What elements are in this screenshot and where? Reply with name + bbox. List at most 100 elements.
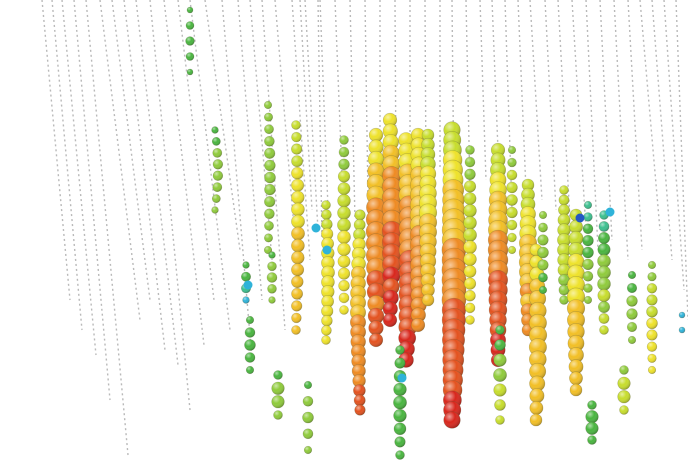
hit-sphere-shading bbox=[493, 353, 507, 367]
hit-sphere-shading bbox=[647, 354, 657, 363]
hit-sphere-shading bbox=[291, 288, 303, 300]
hit-sphere-shading bbox=[321, 200, 331, 210]
hit-sphere-shading bbox=[617, 390, 631, 404]
hit-sphere-shading bbox=[585, 422, 599, 435]
hit-sphere-shading bbox=[264, 160, 276, 171]
hit-sphere-shading bbox=[304, 446, 312, 454]
detector-string bbox=[639, 0, 661, 231]
hit-sphere-shading bbox=[522, 179, 534, 191]
hit-sphere-shading bbox=[421, 273, 435, 288]
detector-string bbox=[85, 0, 129, 456]
hit-sphere-shading bbox=[559, 185, 569, 195]
detector-string bbox=[349, 0, 356, 221]
hit-sphere-shading bbox=[339, 135, 349, 145]
hit-sphere-shading bbox=[529, 302, 547, 320]
hit-sphere-shading bbox=[321, 209, 332, 220]
hit-sphere-shading bbox=[493, 383, 507, 397]
detector-string bbox=[544, 0, 557, 211]
hit-sphere-shading bbox=[354, 394, 366, 406]
hit-sphere-shading bbox=[393, 395, 407, 410]
hit-sphere-shading bbox=[538, 272, 548, 283]
hit-sphere-shading bbox=[529, 314, 547, 332]
hit-sphere-shading bbox=[354, 404, 366, 416]
hit-sphere-shading bbox=[584, 201, 592, 209]
hit-sphere-shading bbox=[463, 192, 477, 205]
hit-sphere-shading bbox=[537, 234, 549, 246]
hit-sphere-shading bbox=[529, 363, 546, 380]
hit-sphere-shading bbox=[557, 253, 571, 267]
detector-string bbox=[479, 0, 487, 181]
hit-sphere-shading bbox=[354, 219, 366, 231]
hit-sphere-shading bbox=[291, 155, 303, 167]
hit-sphere-shading bbox=[264, 246, 272, 254]
hit-sphere-shading bbox=[537, 259, 549, 271]
hit-sphere-shading bbox=[264, 124, 274, 134]
hit-sphere-shading bbox=[619, 405, 629, 415]
detector-string bbox=[291, 0, 311, 261]
detector-string bbox=[599, 0, 613, 241]
hit-sphere-shading bbox=[291, 179, 304, 192]
hit-sphere-shading bbox=[304, 381, 312, 389]
hit-sphere-shading bbox=[598, 301, 610, 313]
hit-sphere-shading bbox=[352, 237, 366, 251]
hit-sphere-shading bbox=[291, 325, 301, 335]
hit-sphere-shading bbox=[264, 233, 273, 243]
hit-sphere-shading bbox=[495, 325, 505, 335]
hit-sphere-shading bbox=[567, 323, 585, 341]
hit-sphere-shading bbox=[212, 148, 222, 158]
detector-string bbox=[149, 0, 191, 411]
hit-sphere-shading bbox=[582, 247, 594, 258]
hit-sphere-shading bbox=[491, 143, 505, 157]
hit-sphere-shading bbox=[291, 167, 304, 180]
hit-sphere-shading bbox=[507, 220, 517, 230]
hit-sphere-shading bbox=[187, 7, 193, 13]
hit-sphere-shading bbox=[368, 139, 384, 155]
hit-sphere-shading bbox=[213, 170, 223, 181]
hit-sphere-shading bbox=[212, 194, 221, 203]
hit-sphere-shading bbox=[506, 182, 518, 193]
hit-sphere-shading bbox=[568, 359, 584, 374]
hit-sphere-shading bbox=[567, 311, 585, 329]
hit-sphere-shading bbox=[648, 366, 656, 374]
hit-sphere-shading bbox=[538, 222, 548, 233]
hit-sphere-shading bbox=[352, 247, 366, 261]
hit-sphere-shading bbox=[339, 147, 349, 158]
detector-string bbox=[364, 0, 369, 201]
hit-sphere-shading bbox=[291, 263, 304, 276]
hit-sphere bbox=[397, 373, 407, 383]
hit-sphere-shading bbox=[626, 308, 638, 320]
hit-sphere-shading bbox=[465, 302, 475, 313]
hit-sphere-shading bbox=[646, 294, 658, 306]
hit-sphere-shading bbox=[529, 350, 547, 368]
detector-string bbox=[465, 0, 471, 191]
hit-sphere-shading bbox=[557, 223, 571, 237]
hit-sphere-shading bbox=[507, 233, 517, 242]
detector-string bbox=[585, 0, 599, 251]
detector-string bbox=[61, 0, 97, 356]
detector-string bbox=[663, 0, 685, 291]
hit-sphere-shading bbox=[506, 207, 518, 218]
detector-string bbox=[73, 0, 111, 401]
hit-sphere-shading bbox=[321, 295, 334, 308]
hit-sphere-shading bbox=[291, 120, 301, 130]
hit-sphere-shading bbox=[291, 300, 303, 312]
hit-sphere-shading bbox=[338, 280, 350, 292]
hit-sphere-shading bbox=[529, 388, 545, 403]
hit-sphere-shading bbox=[464, 277, 476, 290]
hit-sphere-shading bbox=[291, 191, 305, 204]
hit-sphere-shading bbox=[411, 307, 426, 323]
hit-sphere bbox=[311, 223, 321, 233]
hit-sphere bbox=[322, 245, 332, 255]
hit-sphere-shading bbox=[245, 327, 255, 338]
hit-sphere-shading bbox=[351, 354, 366, 369]
hit-sphere-shading bbox=[395, 450, 405, 460]
hit-sphere-shading bbox=[268, 296, 276, 304]
hit-sphere-shading bbox=[557, 213, 571, 227]
hit-sphere-shading bbox=[273, 370, 283, 380]
hit-sphere-shading bbox=[321, 228, 334, 240]
hit-sphere-shading bbox=[582, 235, 594, 247]
hit-sphere-shading bbox=[337, 206, 351, 220]
hit-sphere-shading bbox=[529, 326, 547, 344]
hit-sphere-shading bbox=[597, 243, 611, 256]
hit-sphere-shading bbox=[264, 196, 276, 207]
